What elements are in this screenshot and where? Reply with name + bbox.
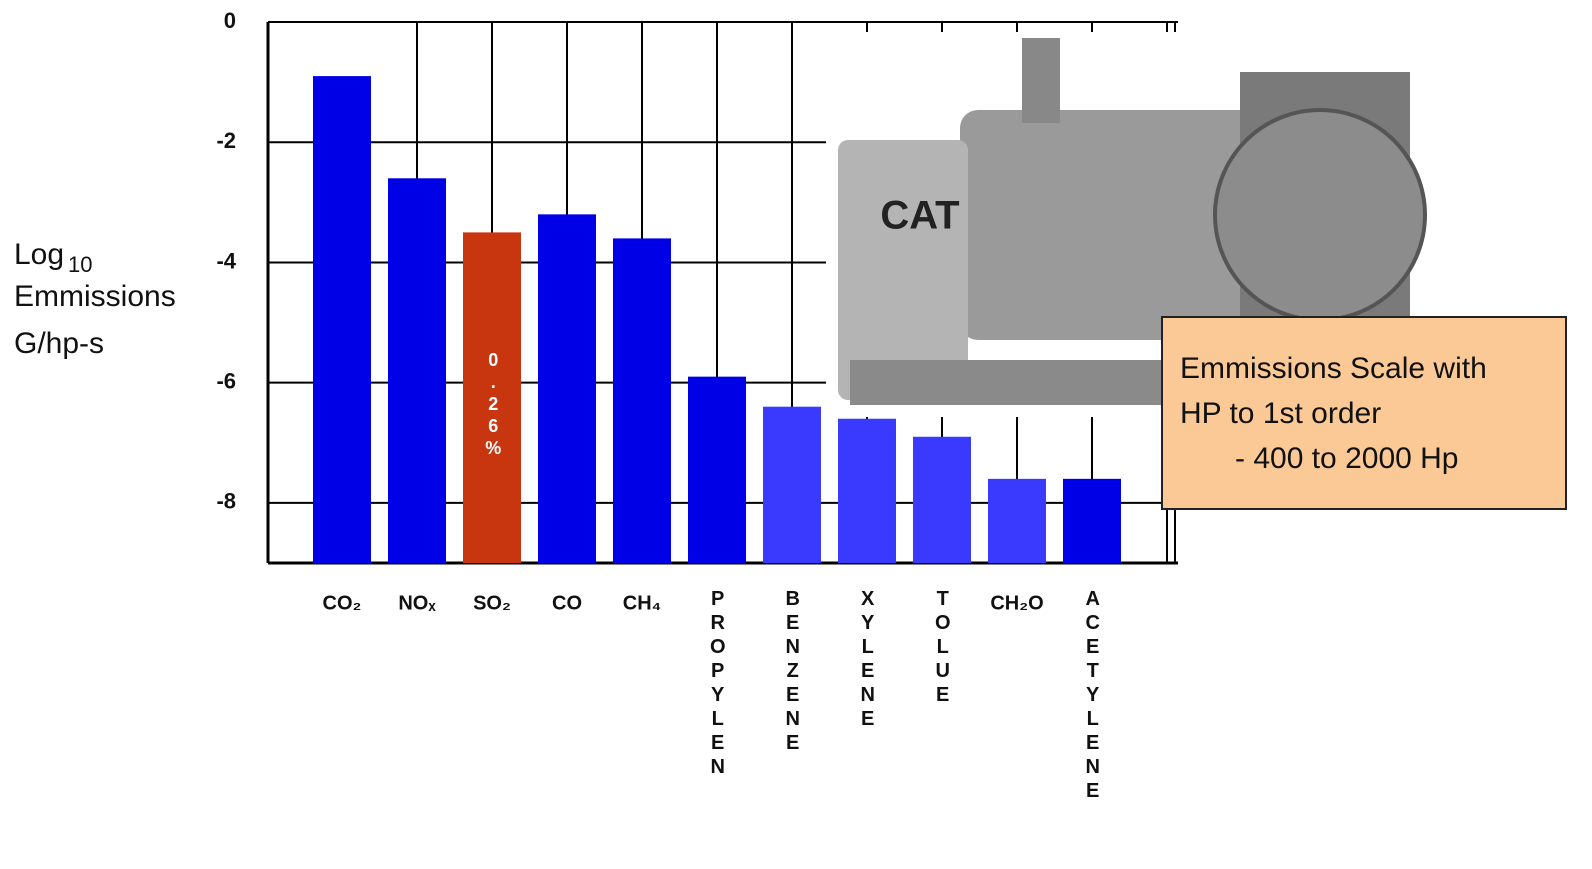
note-line: Emmissions Scale with <box>1180 352 1487 385</box>
engine-body <box>960 110 1290 340</box>
x-tick-label: SO₂ <box>473 592 511 614</box>
y-tick-label: 0 <box>224 8 236 33</box>
fan <box>1213 108 1427 322</box>
note-box <box>1161 316 1567 510</box>
y-title-sub: 10 <box>68 252 92 277</box>
photo-logo: CAT <box>880 194 959 238</box>
bar <box>463 232 521 563</box>
bar <box>988 478 1046 563</box>
bar <box>838 418 896 563</box>
bar-annotation: 0.26% <box>483 350 503 460</box>
bar <box>613 238 671 563</box>
x-tick-label: NOₓ <box>398 592 436 614</box>
bar <box>1063 478 1121 563</box>
y-title: G/hp-s <box>14 327 104 360</box>
y-tick-label: -2 <box>216 128 236 153</box>
y-axis-title: Log 10 Emmissions G/hp-s <box>14 238 176 360</box>
note-line: HP to 1st order <box>1180 397 1381 430</box>
x-tick-label: BENZENE <box>782 588 804 756</box>
y-tick-label: -8 <box>216 489 236 514</box>
note-line: - 400 to 2000 Hp <box>1235 442 1459 475</box>
bar <box>763 406 821 563</box>
bar <box>388 178 446 564</box>
bar <box>313 76 371 563</box>
y-tick-label: -4 <box>216 248 236 273</box>
x-tick-label: CH₂O <box>990 592 1043 614</box>
x-tick-label: CO <box>552 592 582 614</box>
y-tick-label: -6 <box>216 368 236 393</box>
bar <box>688 376 746 563</box>
x-tick-label: TOLUE <box>932 588 954 708</box>
x-tick-label: XYLENE <box>857 588 879 732</box>
bar <box>538 214 596 563</box>
x-tick-label: ACETYLENE <box>1082 588 1104 804</box>
y-title: Emmissions <box>14 280 176 313</box>
bar <box>913 436 971 563</box>
x-tick-label: CO₂ <box>323 592 362 614</box>
x-tick-label: PROPYLEN <box>707 588 729 780</box>
x-tick-label: CH₄ <box>623 592 661 614</box>
exhaust <box>1022 38 1060 123</box>
y-title: Log <box>14 238 64 271</box>
generator <box>838 140 968 400</box>
